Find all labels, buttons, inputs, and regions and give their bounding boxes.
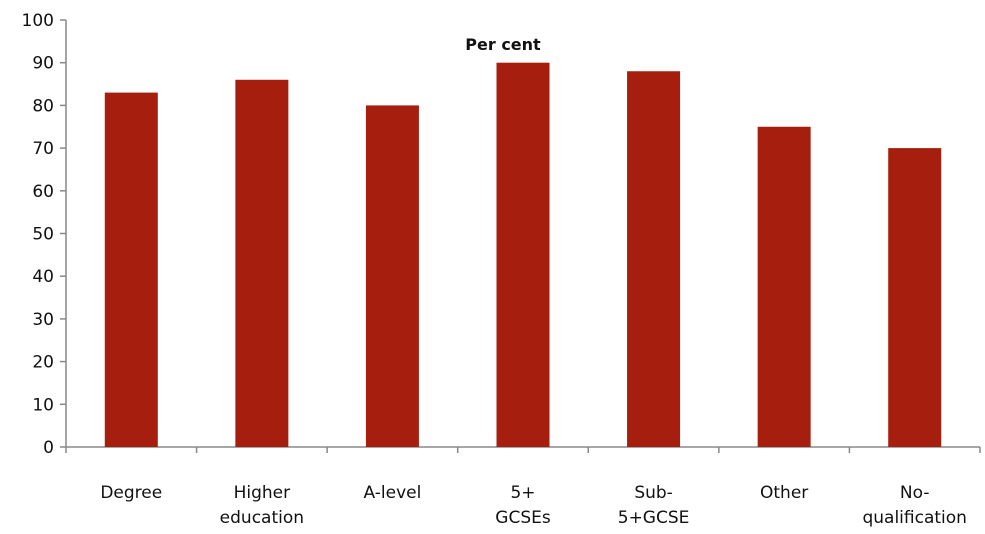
y-tick-label: 40 [32, 267, 54, 287]
chart-title: Per cent [465, 35, 541, 54]
x-tick-label: A-level [364, 483, 422, 503]
labels: 0 10 20 30 40 50 60 70 80 90 100 Degree Higher educat… [22, 11, 967, 528]
y-tick-label: 20 [32, 353, 54, 373]
x-tick-label: No-qualification [862, 483, 966, 528]
bar [757, 126, 811, 447]
bar [888, 148, 942, 447]
y-tick-label: 100 [22, 11, 54, 31]
x-tick-label: 5+ GCSEs [495, 483, 551, 528]
x-tick-label: Degree [100, 483, 162, 503]
bar [235, 79, 289, 447]
y-tick-label: 60 [32, 182, 54, 202]
bars [104, 62, 942, 448]
y-tick-label: 90 [32, 54, 54, 74]
y-tick-label: 30 [32, 310, 54, 330]
y-tick-label: 50 [32, 225, 54, 245]
y-tick-label: 0 [43, 438, 54, 458]
y-tick-label: 10 [32, 395, 54, 415]
x-tick-label: Higher education [220, 483, 304, 528]
x-tick-label: Other [760, 483, 808, 503]
y-tick-label: 70 [32, 139, 54, 159]
x-tick-label: Sub-5+GCSE [618, 483, 690, 528]
y-tick-label: 80 [32, 96, 54, 116]
bar [627, 71, 681, 448]
bar [104, 92, 158, 447]
bar [365, 105, 419, 448]
bar [496, 62, 550, 447]
